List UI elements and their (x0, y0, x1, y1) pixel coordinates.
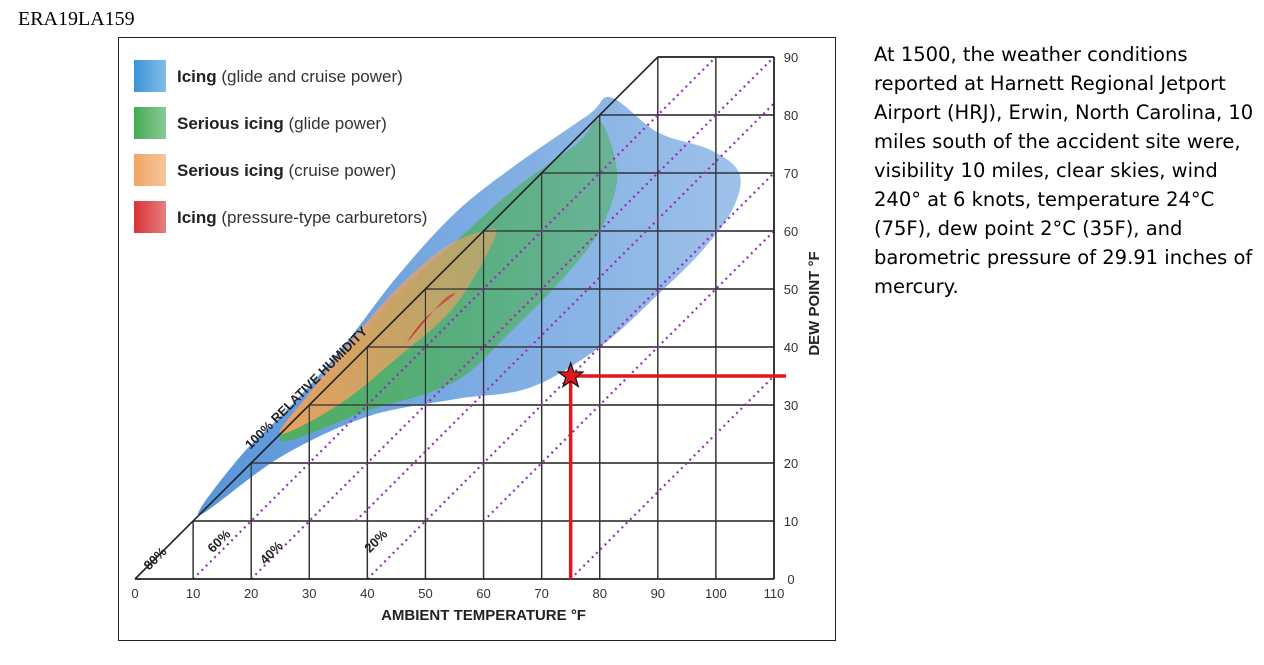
legend-swatch (134, 107, 166, 139)
x-tick-label: 100 (705, 586, 727, 601)
legend-label: Serious icing (cruise power) (177, 161, 396, 180)
y-tick-label: 80 (784, 108, 798, 123)
legend-swatch (134, 201, 166, 233)
y-tick-label: 40 (784, 340, 798, 355)
axes-layer: 0 10 20 30 40 50 60 70 80 90 100 110010203040506070… (131, 50, 798, 601)
x-tick-label: 90 (651, 586, 665, 601)
humidity-line (569, 375, 775, 580)
chart-svg: 0 10 20 30 40 50 60 70 80 90 100 110010203040506070… (131, 50, 823, 624)
icing-region (279, 228, 497, 435)
x-tick-label: 80 (592, 586, 606, 601)
legend-label-bold: Serious icing (177, 114, 284, 133)
x-axis-title: AMBIENT TEMPERATURE °F (381, 607, 586, 624)
humidity-line (192, 56, 717, 580)
x-tick-label: 110 (764, 586, 785, 601)
y-axis-title: DEW POINT °F (806, 251, 823, 355)
y-tick-label: 20 (784, 456, 798, 471)
humidity-line-label: 40% (257, 538, 286, 567)
icing-regions-layer (192, 56, 774, 579)
x-tick-label: 0 (131, 586, 138, 601)
saturation-line (134, 56, 659, 580)
x-tick-label: 40 (360, 586, 374, 601)
legend-label: Icing (pressure-type carburetors) (177, 208, 427, 227)
carburetor-icing-chart: 0 10 20 30 40 50 60 70 80 90 100 110 0 10 20 30 40 50 60 70… (118, 37, 836, 641)
x-tick-label: 60 (476, 586, 490, 601)
y-tick-label: 0 (787, 572, 794, 587)
star-marker (556, 361, 585, 388)
marker-layer (556, 361, 786, 579)
humidity-line-label: 60% (204, 526, 233, 555)
legend-label-rest: (glide power) (284, 114, 387, 133)
y-tick-label: 30 (784, 398, 798, 413)
x-tick-label: 70 (534, 586, 548, 601)
legend-swatch (134, 154, 166, 186)
y-tick-label: 90 (784, 50, 798, 65)
x-tick-label: 20 (244, 586, 258, 601)
legend-label: Serious icing (glide power) (177, 114, 387, 133)
legend-label-bold: Icing (177, 208, 217, 227)
legend-label-bold: Serious icing (177, 161, 284, 180)
legend-layer: Icing (glide and cruise power) Serious ic… (134, 60, 427, 233)
case-id: ERA19LA159 (18, 8, 135, 30)
legend-label: Icing (glide and cruise power) (177, 67, 403, 86)
legend-swatch (134, 60, 166, 92)
y-tick-label: 70 (784, 166, 798, 181)
legend-label-bold: Icing (177, 67, 217, 86)
weather-conditions-text: At 1500, the weather conditions reported… (874, 43, 1254, 298)
y-tick-label: 50 (784, 282, 798, 297)
grid-overlay (192, 56, 774, 579)
legend-label-rest: (pressure-type carburetors) (217, 208, 428, 227)
x-tick-label: 50 (418, 586, 432, 601)
y-tick-label: 10 (784, 514, 798, 529)
legend-label-rest: (glide and cruise power) (217, 67, 403, 86)
y-tick-label: 60 (784, 224, 798, 239)
legend-label-rest: (cruise power) (284, 161, 396, 180)
x-tick-label: 30 (302, 586, 316, 601)
humidity-line (354, 102, 775, 522)
x-tick-label: 10 (186, 586, 200, 601)
humidity-line-label: 20% (361, 526, 390, 555)
